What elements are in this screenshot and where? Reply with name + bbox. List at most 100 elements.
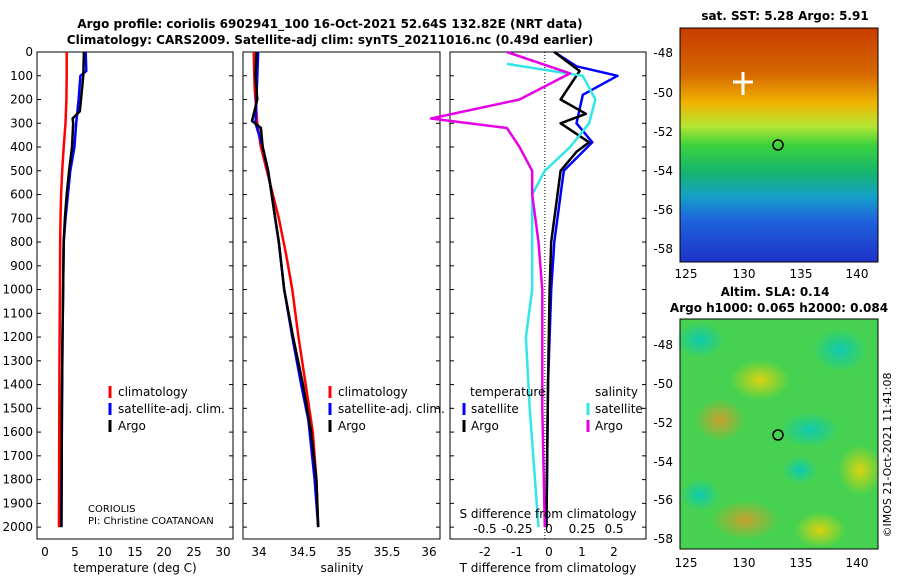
difference-panel (449, 51, 647, 540)
lat-tick-label: -50 (653, 377, 673, 391)
series-line-temperature-satellite (545, 50, 619, 528)
credit-institution: CORIOLIS (88, 504, 136, 515)
lat-tick-label: -48 (653, 46, 673, 60)
legend-label: Argo (471, 419, 499, 433)
sst-map-title: sat. SST: 5.28 Argo: 5.91 (701, 9, 868, 23)
title-line1: Argo profile: coriolis 6902941_100 16-Oc… (77, 17, 582, 32)
sst-lon-labels: 125 130 135 140 (675, 267, 869, 281)
depth-tick-label: 1900 (2, 496, 33, 510)
ds-tick-label: 0.25 (569, 522, 596, 536)
temperature-panel (36, 51, 234, 540)
legend-label: satellite-adj. clim. (118, 402, 225, 416)
difference-xlabel: T difference from climatology (459, 561, 637, 575)
depth-tick-label: 600 (10, 188, 33, 202)
lon-tick-label: 125 (675, 267, 698, 281)
legend-label: Argo (338, 419, 366, 433)
temp-tick-label: 5 (71, 545, 79, 559)
depth-tick-label: 1400 (2, 378, 33, 392)
depth-tick-label: 900 (10, 259, 33, 273)
depth-tick-label: 1100 (2, 306, 33, 320)
depth-tick-label: 100 (10, 69, 33, 83)
sla-map-title2: Argo h1000: 0.065 h2000: 0.084 (670, 301, 888, 315)
dt-tick-label: -2 (479, 545, 491, 559)
depth-tick-label: 1300 (2, 354, 33, 368)
legend-label: Argo (595, 419, 623, 433)
depth-tick-label: 1200 (2, 330, 33, 344)
sla-lat-labels: -48 -50 -52 -54 -56 -58 (653, 338, 673, 546)
profile-series (57, 50, 619, 528)
dt-tick-label: -1 (511, 545, 523, 559)
legend-label: climatology (118, 385, 188, 399)
legend-label: satellite-adj. clim. (338, 402, 445, 416)
sla-map-title1: Altim. SLA: 0.14 (721, 285, 830, 299)
ds-tick-label: -0.5 (473, 522, 496, 536)
lat-tick-label: -54 (653, 455, 673, 469)
series-line-climatology (57, 52, 68, 528)
temp-tick-label: 0 (41, 545, 49, 559)
depth-tick-label: 200 (10, 93, 33, 107)
legend-title-temperature: temperature (470, 385, 545, 399)
temperature-tick-labels: 0 5 10 15 20 25 30 (41, 545, 230, 559)
depth-tick-label: 300 (10, 116, 33, 130)
lon-tick-label: 135 (790, 556, 813, 570)
legend-title-salinity: salinity (595, 385, 638, 399)
series-line-salinity-satellite (506, 62, 597, 528)
ds-tick-label: 0.5 (604, 522, 623, 536)
lat-tick-label: -58 (653, 242, 673, 256)
sal-tick-label: 35.5 (374, 545, 401, 559)
lon-tick-label: 140 (846, 556, 869, 570)
dt-tick-label: 0 (545, 545, 553, 559)
imos-timestamp: ©IMOS 21-Oct-2021 11:41:08 (881, 372, 894, 537)
sal-tick-label: 36 (421, 545, 436, 559)
depth-tick-label: 1800 (2, 473, 33, 487)
salinity-legend: climatology satellite-adj. clim. Argo (328, 385, 445, 433)
sal-tick-label: 34.5 (290, 545, 317, 559)
depth-tick-label: 1000 (2, 283, 33, 297)
series-line-climatology (252, 51, 320, 528)
salinity-tick-labels: 34 34.5 35 35.5 36 (251, 545, 436, 559)
series-line-temperature-argo (545, 51, 591, 528)
ds-tick-label: -0.25 (501, 522, 532, 536)
ds-tick-label: 0 (545, 522, 553, 536)
sla-map-blobs (675, 322, 882, 548)
difference-tick-labels: -2 -1 0 1 2 (479, 545, 618, 559)
credit-pi: PI: Christine COATANOAN (88, 516, 214, 527)
lat-tick-label: -50 (653, 86, 673, 100)
legend-label: satellite (471, 402, 519, 416)
sla-argo-position-marker (772, 429, 784, 441)
salinity-xlabel: salinity (320, 561, 363, 575)
temperature-xlabel: temperature (deg C) (73, 561, 196, 575)
lat-tick-label: -56 (653, 203, 673, 217)
title-line2: Climatology: CARS2009. Satellite-adj cli… (67, 33, 593, 48)
difference-legend: temperature salinity satellite Argo sate… (462, 385, 643, 433)
axis-ticks (37, 51, 646, 539)
depth-tick-label: 400 (10, 140, 33, 154)
series-line-satellite-adj-clim- (254, 51, 320, 528)
depth-axis-labels: 0 100 200 300 400 500 600 700 800 900 1000 1100 1200… (2, 45, 33, 534)
salinity-panel (242, 51, 441, 540)
sst-map-field (680, 28, 878, 262)
lon-tick-label: 130 (733, 556, 756, 570)
sst-argo-crosshair (733, 72, 753, 95)
depth-tick-label: 500 (10, 164, 33, 178)
legend-label: Argo (118, 419, 146, 433)
sla-map-frame (679, 318, 879, 550)
temp-tick-label: 30 (215, 545, 230, 559)
depth-tick-label: 700 (10, 211, 33, 225)
depth-tick-label: 2000 (2, 520, 33, 534)
lon-tick-label: 140 (846, 267, 869, 281)
lat-tick-label: -48 (653, 338, 673, 352)
depth-tick-label: 1700 (2, 449, 33, 463)
sal-tick-label: 34 (251, 545, 266, 559)
depth-tick-label: 0 (25, 45, 33, 59)
sst-map-frame (679, 27, 879, 263)
dt-tick-label: 1 (578, 545, 586, 559)
depth-tick-label: 1600 (2, 425, 33, 439)
sal-tick-label: 35 (336, 545, 351, 559)
dt-tick-label: 2 (610, 545, 618, 559)
series-line-argo (250, 51, 320, 528)
sst-lat-labels: -48 -50 -52 -54 -56 -58 (653, 46, 673, 256)
series-line-argo (60, 51, 86, 528)
temperature-legend: climatology satellite-adj. clim. Argo (108, 385, 225, 433)
